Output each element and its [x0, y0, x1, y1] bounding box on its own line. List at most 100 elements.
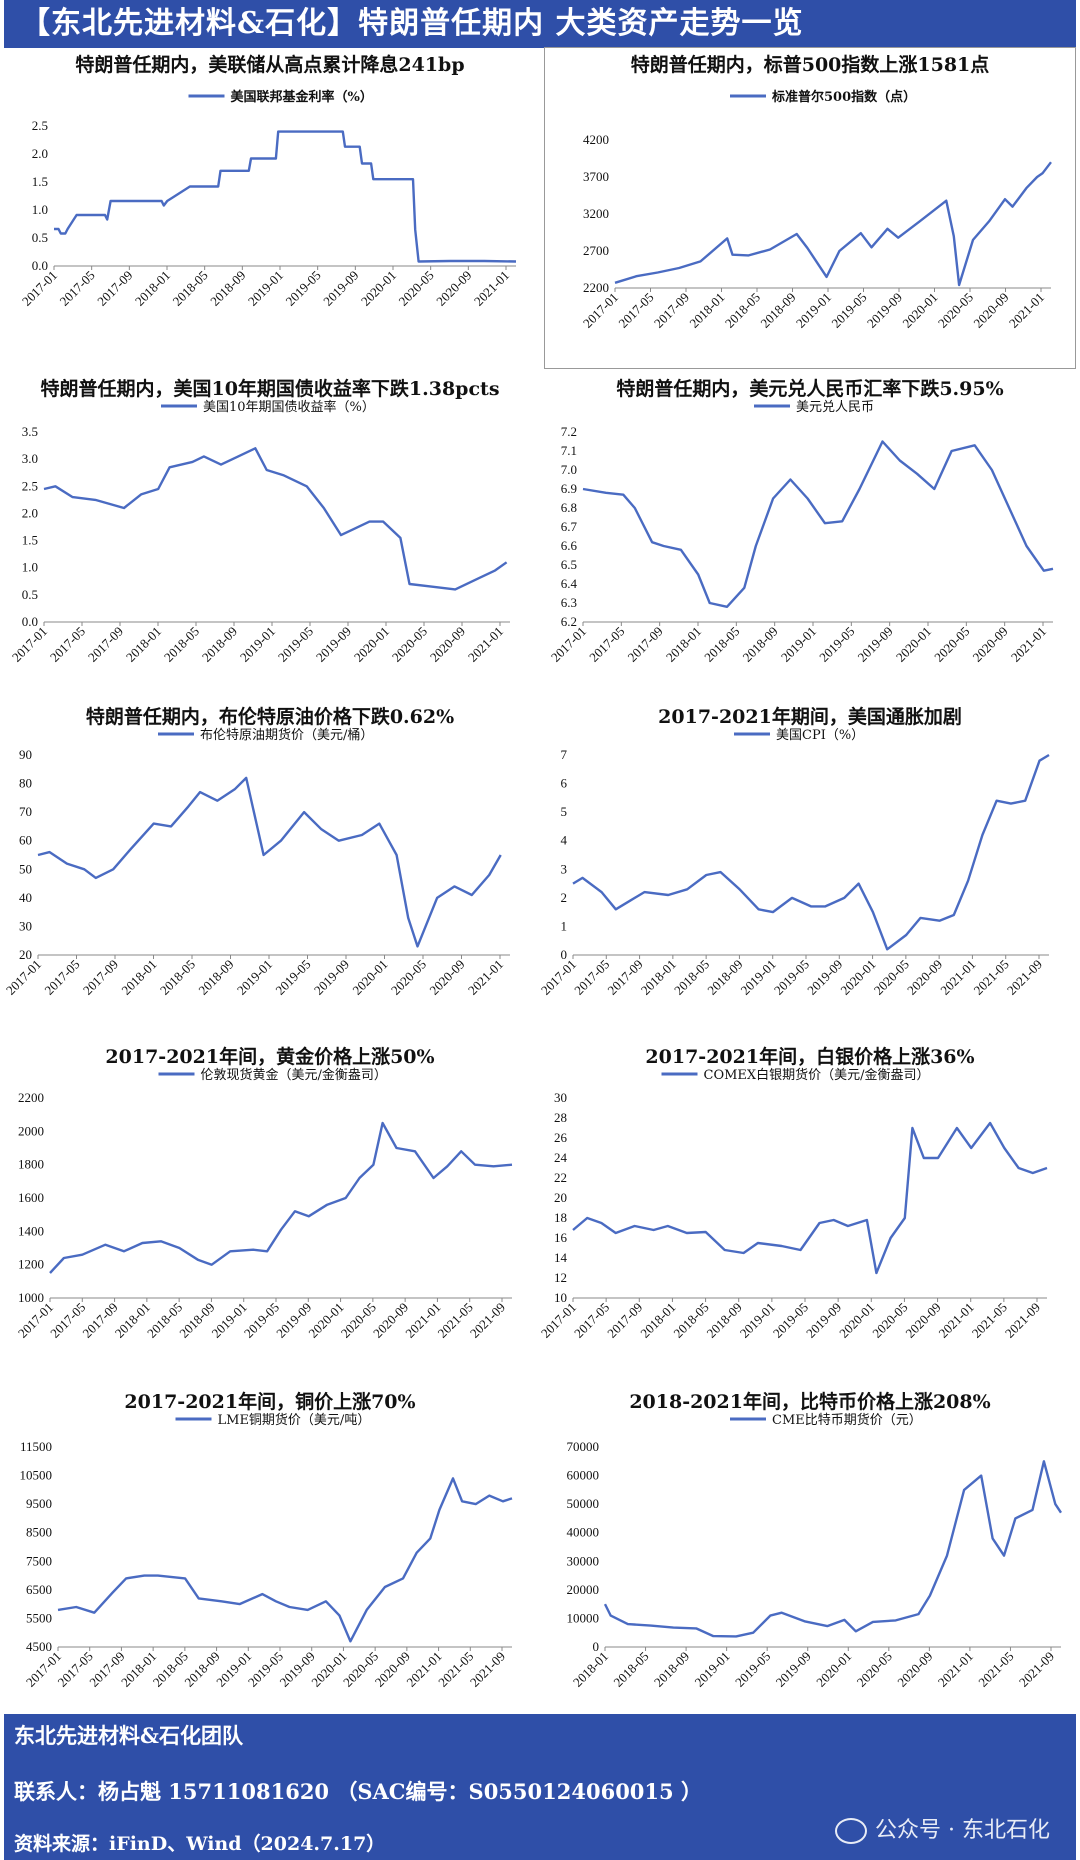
- data-source: 资料来源：iFinD、Wind（2024.7.17）: [14, 1833, 386, 1855]
- y-tick-label: 3700: [583, 169, 609, 184]
- x-tick-label: 2017-05: [41, 957, 82, 998]
- chart-panel-gold: 2017-2021年间，黄金价格上涨50% 伦敦现货黄金（美元/金衡盎司） 1000…: [10, 1040, 530, 1370]
- y-tick-label: 6.9: [561, 481, 577, 496]
- x-tick-label: 2018-01: [118, 957, 159, 998]
- x-tick-label: 2019-01: [793, 290, 834, 331]
- y-tick-label: 9500: [26, 1496, 52, 1511]
- x-tick-label: 2017-09: [79, 1300, 120, 1341]
- y-tick-label: 30: [19, 918, 32, 933]
- x-tick-label: 2019-01: [778, 624, 819, 665]
- x-tick-label: 2021-01: [1008, 624, 1049, 665]
- y-tick-label: 20000: [567, 1582, 600, 1597]
- y-tick-label: 12: [554, 1270, 567, 1285]
- x-tick-label: 2019-05: [771, 957, 812, 998]
- x-tick-label: 2017-01: [9, 624, 50, 665]
- x-tick-label: 2020-09: [370, 1300, 411, 1341]
- x-tick-label: 2021-05: [969, 1300, 1010, 1341]
- chart-title: 2017-2021年间，白银价格上涨36%: [645, 1046, 975, 1068]
- y-tick-label: 2.5: [32, 118, 48, 133]
- x-tick-label: 2017-05: [571, 957, 612, 998]
- x-tick-label: 2020-05: [871, 957, 912, 998]
- y-tick-label: 0.0: [32, 258, 48, 273]
- x-tick-label: 2019-09: [313, 624, 354, 665]
- x-tick-label: 2017-05: [47, 1300, 88, 1341]
- series-line: [54, 130, 517, 263]
- series-line: [49, 1121, 513, 1274]
- y-tick-label: 20: [554, 1190, 567, 1205]
- y-tick-label: 3: [561, 861, 568, 876]
- series-line: [572, 753, 1050, 951]
- y-tick-label: 2.0: [22, 505, 38, 520]
- x-tick-label: 2019-05: [828, 290, 869, 331]
- x-tick-label: 2018-09: [199, 624, 240, 665]
- y-tick-label: 60: [19, 833, 32, 848]
- contact-info: 联系人：杨占魁 15711081620 （SAC编号：S055012406001…: [14, 1779, 702, 1804]
- x-tick-label: 2018-01: [686, 290, 727, 331]
- x-tick-label: 2019-01: [209, 1300, 250, 1341]
- x-tick-label: 2018-05: [670, 1300, 711, 1341]
- x-tick-label: 2021-01: [937, 957, 978, 998]
- report-title-banner: 【东北先进材料&石化】特朗普任期内 大类资产走势一览: [4, 0, 1076, 48]
- x-tick-label: 2019-05: [275, 624, 316, 665]
- x-tick-label: 2018-09: [207, 268, 248, 309]
- x-tick-label: 2019-01: [237, 624, 278, 665]
- x-tick-label: 2017-01: [19, 268, 60, 309]
- y-tick-label: 6.6: [561, 538, 578, 553]
- x-tick-label: 2021-09: [467, 1300, 508, 1341]
- y-tick-label: 6.5: [561, 557, 577, 572]
- y-tick-label: 3.0: [22, 451, 38, 466]
- x-tick-label: 2018-05: [157, 957, 198, 998]
- x-tick-label: 2019-09: [320, 268, 361, 309]
- chart-svg: LME铜期货价（美元/吨） 4500 5500 6500 7500 8500 9500 105…: [20, 1412, 513, 1690]
- series-line: [37, 776, 502, 948]
- legend: 美国CPI（%）: [734, 728, 864, 743]
- x-tick-label: 2017-09: [80, 957, 121, 998]
- x-tick-label: 2021-01: [471, 268, 512, 309]
- x-tick-label: 2019-05: [272, 957, 313, 998]
- y-tick-label: 4: [561, 833, 568, 848]
- y-tick-label: 40: [19, 890, 32, 905]
- x-tick-label: 2020-05: [396, 268, 437, 309]
- y-tick-label: 20: [19, 947, 32, 962]
- y-tick-label: 4200: [583, 132, 609, 147]
- watermark-text: 公众号 · 东北石化: [875, 1818, 1050, 1843]
- y-tick-label: 6.8: [561, 500, 577, 515]
- x-tick-label: 2017-01: [538, 957, 579, 998]
- y-tick-label: 16: [554, 1230, 568, 1245]
- x-tick-label: 2018-05: [610, 1649, 651, 1690]
- legend: LME铜期货价（美元/吨）: [175, 1412, 370, 1428]
- legend: 标准普尔500指数（点）: [730, 89, 916, 105]
- x-tick-label: 2020-01: [893, 624, 934, 665]
- x-tick-label: 2018-01: [638, 957, 679, 998]
- x-tick-label: 2021-01: [465, 957, 506, 998]
- y-tick-label: 1400: [18, 1223, 44, 1238]
- chart-svg: 美国联邦基金利率（%）0.00.51.01.52.02.52017-012017…: [19, 89, 517, 309]
- x-tick-label: 2018-09: [740, 624, 781, 665]
- x-tick-label: 2020-09: [427, 624, 468, 665]
- x-tick-label: 2017-01: [15, 1300, 56, 1341]
- y-tick-label: 8500: [26, 1525, 52, 1540]
- y-tick-label: 0.5: [32, 230, 48, 245]
- chart-svg: 伦敦现货黄金（美元/金衡盎司） 1000 1200 1400 1600 1800 2000 2…: [15, 1067, 513, 1341]
- y-tick-label: 6.7: [561, 519, 578, 534]
- legend: COMEX白银期货价（美元/金衡盎司）: [661, 1067, 930, 1083]
- series-line: [43, 447, 508, 591]
- x-tick-label: 2021-05: [971, 957, 1012, 998]
- y-tick-label: 1600: [18, 1190, 44, 1205]
- y-tick-label: 5500: [26, 1610, 52, 1625]
- x-tick-label: 2019-09: [773, 1649, 814, 1690]
- chart-panel-uscpi: 2017-2021年期间，美国通胀加剧 美国CPI（%） 0 1 2 3 4 5 6 7 2017-…: [538, 700, 1075, 1030]
- y-tick-label: 2: [561, 890, 568, 905]
- x-tick-label: 2018-05: [170, 268, 211, 309]
- x-tick-label: 2020-05: [338, 1300, 379, 1341]
- y-tick-label: 2200: [583, 280, 609, 295]
- x-tick-label: 2018-05: [671, 957, 712, 998]
- chart-title: 2018-2021年间，比特币价格上涨208%: [629, 1391, 991, 1413]
- y-tick-label: 10500: [20, 1468, 53, 1483]
- y-tick-label: 70: [19, 804, 32, 819]
- y-tick-label: 1.5: [32, 174, 48, 189]
- y-tick-label: 6: [561, 776, 568, 791]
- x-tick-label: 2018-09: [176, 1300, 217, 1341]
- x-tick-label: 2017-01: [580, 290, 621, 331]
- x-tick-label: 2018-05: [144, 1300, 185, 1341]
